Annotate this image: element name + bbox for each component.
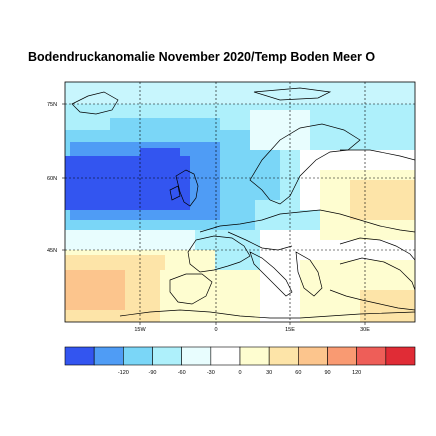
colorbar-swatch	[298, 346, 328, 366]
colorbar-label: -120	[118, 370, 129, 376]
colorbar-label: -60	[178, 370, 186, 376]
axis-ticks	[62, 103, 366, 325]
lon-label-30e: 30E	[360, 327, 370, 333]
lat-label-60n: 60N	[47, 176, 57, 182]
colorbar-label: -30	[207, 370, 215, 376]
colorbar-swatch	[123, 346, 153, 366]
lat-label-45n: 45N	[47, 248, 57, 254]
graticule	[65, 82, 415, 322]
colorbar-swatch	[93, 346, 124, 366]
colorbar-swatch	[327, 346, 357, 366]
colorbar-swatch	[356, 346, 387, 366]
colorbar-swatch	[385, 346, 416, 366]
coastlines	[71, 87, 415, 319]
colorbar-label: 0	[238, 370, 241, 376]
map-title: Bodendruckanomalie November 2020/Temp Bo…	[28, 50, 376, 64]
lon-label-15e: 15E	[285, 327, 295, 333]
colorbar-label: 120	[352, 370, 361, 376]
colorbar-label: 30	[266, 370, 272, 376]
colorbar-swatch	[268, 346, 299, 366]
colorbar-swatch	[181, 346, 212, 366]
colorbar-label: -90	[149, 370, 157, 376]
colorbar: -120 -90 -60 -30 0 30 60 90 120	[64, 346, 416, 376]
colorbar-label: 90	[324, 370, 330, 376]
colorbar-swatch	[210, 346, 241, 366]
lat-label-75n: 75N	[47, 102, 57, 108]
colorbar-label: 60	[295, 370, 301, 376]
lon-label-0: 0	[214, 327, 217, 333]
colorbar-swatch	[152, 346, 182, 366]
map-frame	[64, 81, 416, 323]
anomaly-field	[65, 82, 415, 322]
colorbar-swatch	[64, 346, 95, 366]
colorbar-swatch	[239, 346, 270, 366]
lon-label-15w: 15W	[134, 327, 146, 333]
